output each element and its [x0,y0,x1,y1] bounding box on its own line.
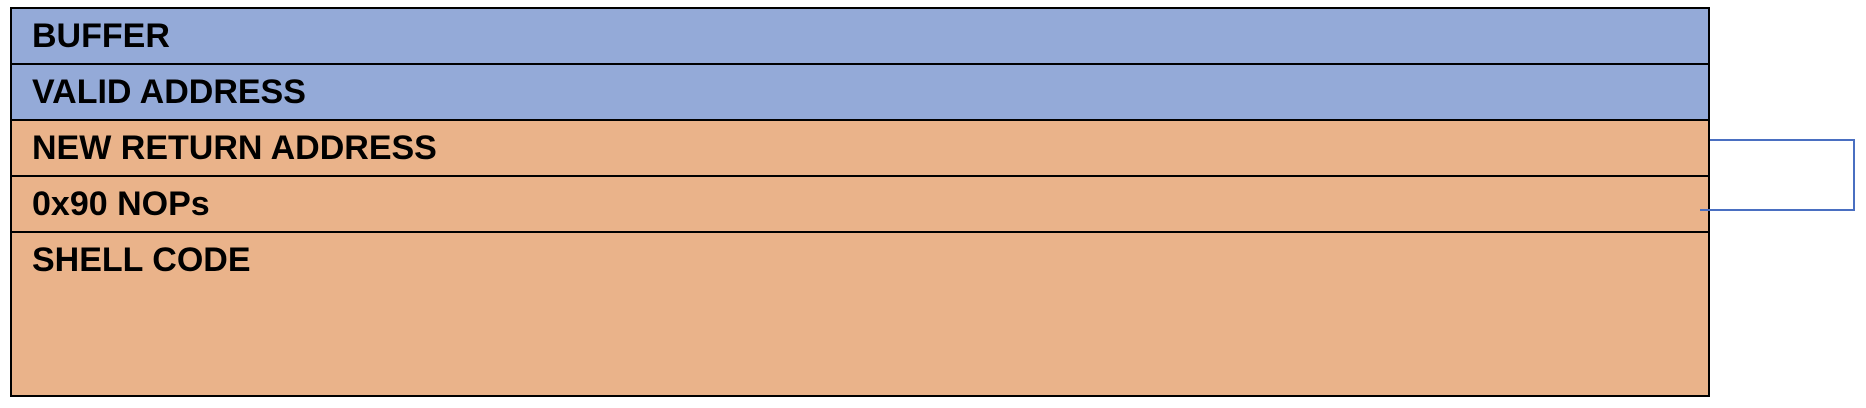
segment-label-nop-sled: 0x90 NOPs [32,185,210,223]
segment-shell-code: SHELL CODE [12,233,1708,395]
segment-label-new-return-address: NEW RETURN ADDRESS [32,129,437,167]
memory-stack-diagram: BUFFER VALID ADDRESS NEW RETURN ADDRESS … [10,7,1710,397]
segment-label-buffer: BUFFER [32,17,170,55]
segment-new-return-address: NEW RETURN ADDRESS [12,121,1708,177]
connector-line [1700,139,1855,211]
segment-label-shell-code: SHELL CODE [32,241,251,279]
segment-buffer: BUFFER [12,9,1708,65]
segment-valid-address: VALID ADDRESS [12,65,1708,121]
segment-label-valid-address: VALID ADDRESS [32,73,306,111]
segment-nop-sled: 0x90 NOPs [12,177,1708,233]
